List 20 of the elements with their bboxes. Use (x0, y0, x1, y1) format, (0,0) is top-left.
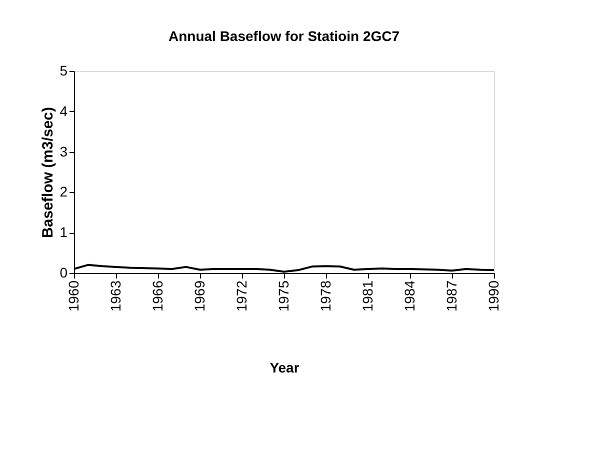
y-axis-title: Baseflow (m3/sec) (40, 107, 57, 238)
x-tick-label: 1981 (360, 280, 376, 312)
y-tick-label: 5 (60, 62, 68, 78)
y-tick-label: 4 (60, 102, 68, 119)
x-tick-label: 1963 (108, 280, 124, 312)
x-tick-label: 1990 (486, 280, 502, 312)
x-tick-label: 1972 (234, 280, 250, 312)
x-tick-label: 1978 (318, 280, 334, 312)
x-axis-title: Year (270, 360, 300, 376)
y-tick-label: 2 (60, 184, 68, 200)
y-tick-label: 0 (60, 264, 68, 280)
x-tick-label: 1966 (150, 280, 166, 312)
chart-title: Annual Baseflow for Statioin 2GC7 (168, 28, 400, 44)
y-tick-label: 3 (60, 143, 68, 160)
y-tick-label: 1 (60, 224, 68, 240)
x-tick-label: 1969 (192, 280, 208, 312)
x-tick-label: 1984 (402, 280, 418, 312)
x-tick-label: 1960 (66, 280, 82, 312)
x-tick-label: 1975 (276, 280, 292, 312)
x-tick-label: 1987 (444, 280, 460, 312)
